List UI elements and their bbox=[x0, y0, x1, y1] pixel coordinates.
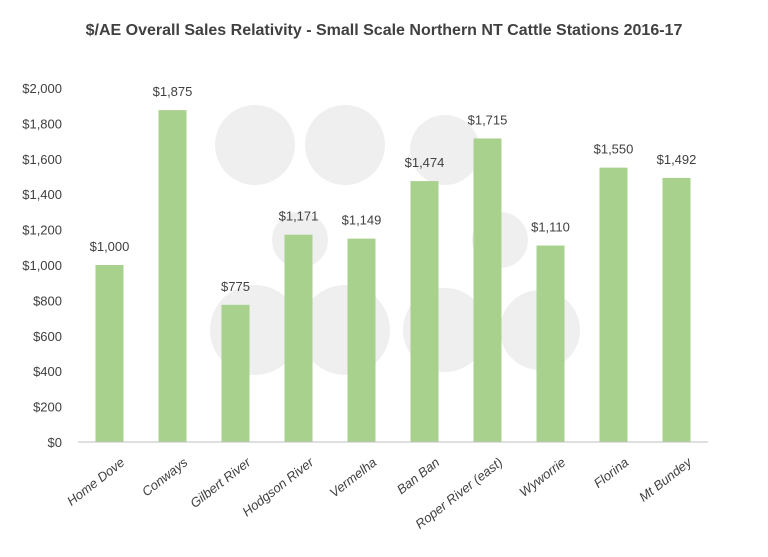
x-tick-label: Home Dove bbox=[64, 455, 127, 509]
y-tick-label: $1,800 bbox=[22, 116, 62, 131]
y-tick-label: $600 bbox=[33, 329, 62, 344]
y-tick-label: $2,000 bbox=[22, 81, 62, 96]
y-tick-label: $1,200 bbox=[22, 223, 62, 238]
data-label: $1,474 bbox=[405, 155, 445, 170]
bar bbox=[662, 177, 691, 442]
bar bbox=[410, 181, 439, 443]
bar bbox=[221, 304, 250, 442]
data-label: $775 bbox=[221, 279, 250, 294]
chart-title: $/AE Overall Sales Relativity - Small Sc… bbox=[85, 22, 683, 39]
data-label: $1,171 bbox=[279, 209, 319, 224]
bar bbox=[347, 238, 376, 442]
y-tick-label: $1,600 bbox=[22, 152, 62, 167]
x-tick-label: Wyworrie bbox=[516, 455, 568, 500]
data-label: $1,000 bbox=[90, 239, 130, 254]
x-tick-label: Florina bbox=[591, 455, 632, 491]
bar bbox=[473, 138, 502, 442]
data-labels: $1,000 $1,875 $775 $1,171 $1,149 $1,474 $1,715… bbox=[90, 84, 697, 294]
x-tick-label: Ban Ban bbox=[394, 455, 443, 498]
bar bbox=[158, 110, 187, 442]
y-tick-label: $200 bbox=[33, 400, 62, 415]
x-tick-label: Vermelha bbox=[327, 455, 380, 501]
data-label: $1,149 bbox=[342, 213, 382, 228]
data-label: $1,875 bbox=[153, 84, 193, 99]
x-tick-label: Conways bbox=[139, 454, 191, 499]
x-tick-label: Mt Bundey bbox=[636, 454, 695, 505]
y-tick-label: $1,400 bbox=[22, 187, 62, 202]
bar bbox=[536, 245, 565, 442]
x-tick-label: Gilbert River bbox=[187, 454, 254, 511]
bars bbox=[95, 110, 691, 443]
bar bbox=[599, 167, 628, 442]
y-tick-label: $400 bbox=[33, 364, 62, 379]
watermark bbox=[210, 105, 580, 375]
data-label: $1,715 bbox=[468, 112, 508, 127]
bar bbox=[284, 234, 313, 442]
data-label: $1,550 bbox=[594, 142, 634, 157]
data-label: $1,492 bbox=[657, 152, 697, 167]
y-axis: $0 $200 $400 $600 $800 $1,000 $1,200 $1,400 $1,6… bbox=[22, 81, 62, 450]
bar bbox=[95, 265, 124, 442]
data-label: $1,110 bbox=[531, 220, 570, 235]
y-tick-label: $800 bbox=[33, 293, 62, 308]
y-tick-label: $0 bbox=[48, 435, 62, 450]
y-tick-label: $1,000 bbox=[22, 258, 62, 273]
